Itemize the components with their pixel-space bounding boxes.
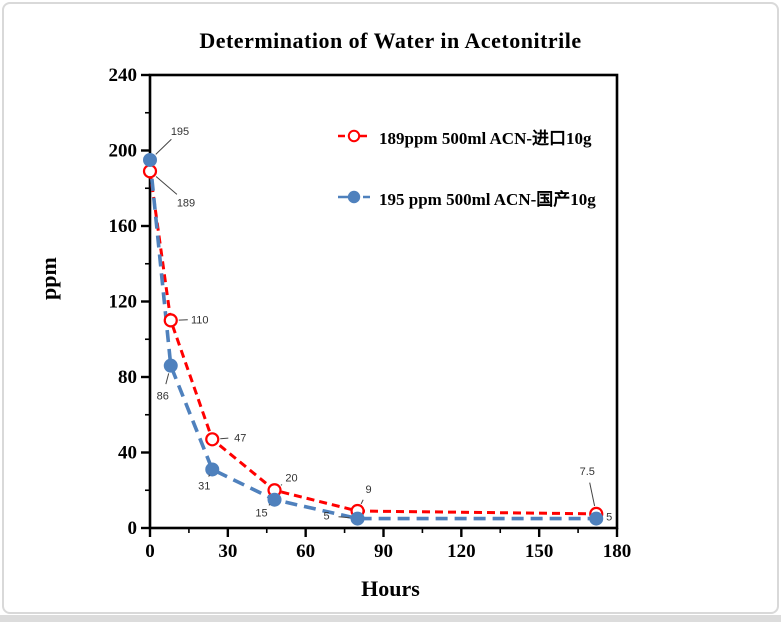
annotation-leader (360, 499, 364, 505)
data-point-marker (205, 462, 220, 477)
y-tick-label: 160 (109, 216, 138, 237)
legend-label-1: 195 ppm 500ml ACN-国产10g (379, 189, 596, 209)
x-tick-label: 60 (296, 541, 315, 562)
data-point-label: 5 (323, 511, 329, 523)
data-point-label: 20 (285, 472, 297, 484)
legend-entry-1: 195 ppm 500ml ACN-国产10g (336, 183, 596, 211)
data-point-marker (163, 358, 178, 373)
y-tick-label: 120 (109, 292, 138, 313)
data-point-marker (143, 152, 157, 167)
legend-entry-0: 189ppm 500ml ACN-进口10g (336, 122, 596, 150)
data-point-label: 9 (365, 484, 371, 496)
annotation-leader (220, 437, 229, 440)
y-tick-label: 40 (118, 443, 137, 464)
data-point-label: 189 (177, 197, 195, 209)
legend: 189ppm 500ml ACN-进口10g 195 ppm 500ml ACN-… (336, 122, 596, 244)
annotation-leader (208, 474, 211, 477)
data-point-marker (142, 164, 158, 179)
x-tick-label: 90 (374, 541, 393, 562)
x-tick-label: 0 (145, 541, 155, 562)
annotation-leader (589, 482, 596, 507)
annotation-leader (155, 138, 172, 155)
y-tick-label: 0 (128, 518, 138, 539)
data-point-marker (589, 511, 604, 526)
x-tick-label: 180 (603, 541, 632, 562)
data-point-label: 86 (157, 391, 169, 403)
data-point-marker (163, 313, 178, 328)
data-point-marker (267, 492, 282, 507)
bottom-strip (0, 615, 781, 622)
y-tick-label: 200 (109, 141, 138, 162)
series-line-0 (148, 171, 597, 516)
x-tick-label: 120 (447, 541, 476, 562)
x-tick-label: 30 (218, 541, 237, 562)
legend-label-0: 189ppm 500ml ACN-进口10g (379, 128, 592, 148)
data-point-marker (205, 432, 220, 447)
annotation-leader (268, 503, 271, 506)
data-point-label: 110 (191, 314, 209, 326)
data-point-label: 15 (255, 508, 267, 520)
y-tick-label: 240 (109, 65, 138, 86)
annotation-leader (280, 484, 283, 486)
y-tick-label: 80 (118, 367, 137, 388)
data-point-label: 7.5 (580, 466, 595, 478)
annotation-leader (155, 176, 178, 195)
series-line-1 (148, 159, 597, 521)
x-tick-label: 150 (525, 541, 554, 562)
data-point-marker (350, 511, 365, 526)
legend-marker-filled-circle (338, 190, 370, 204)
data-point-label: 5 (606, 512, 612, 524)
annotation-leader (165, 373, 170, 385)
x-axis-label: Hours (361, 576, 420, 601)
data-point-label: 31 (198, 480, 210, 492)
legend-marker-open-circle (338, 129, 370, 143)
annotation-leader (338, 516, 350, 519)
chart-title: Determination of Water in Acetonitrile (199, 28, 582, 53)
data-point-label: 47 (234, 432, 246, 444)
data-point-label: 195 (171, 126, 189, 138)
